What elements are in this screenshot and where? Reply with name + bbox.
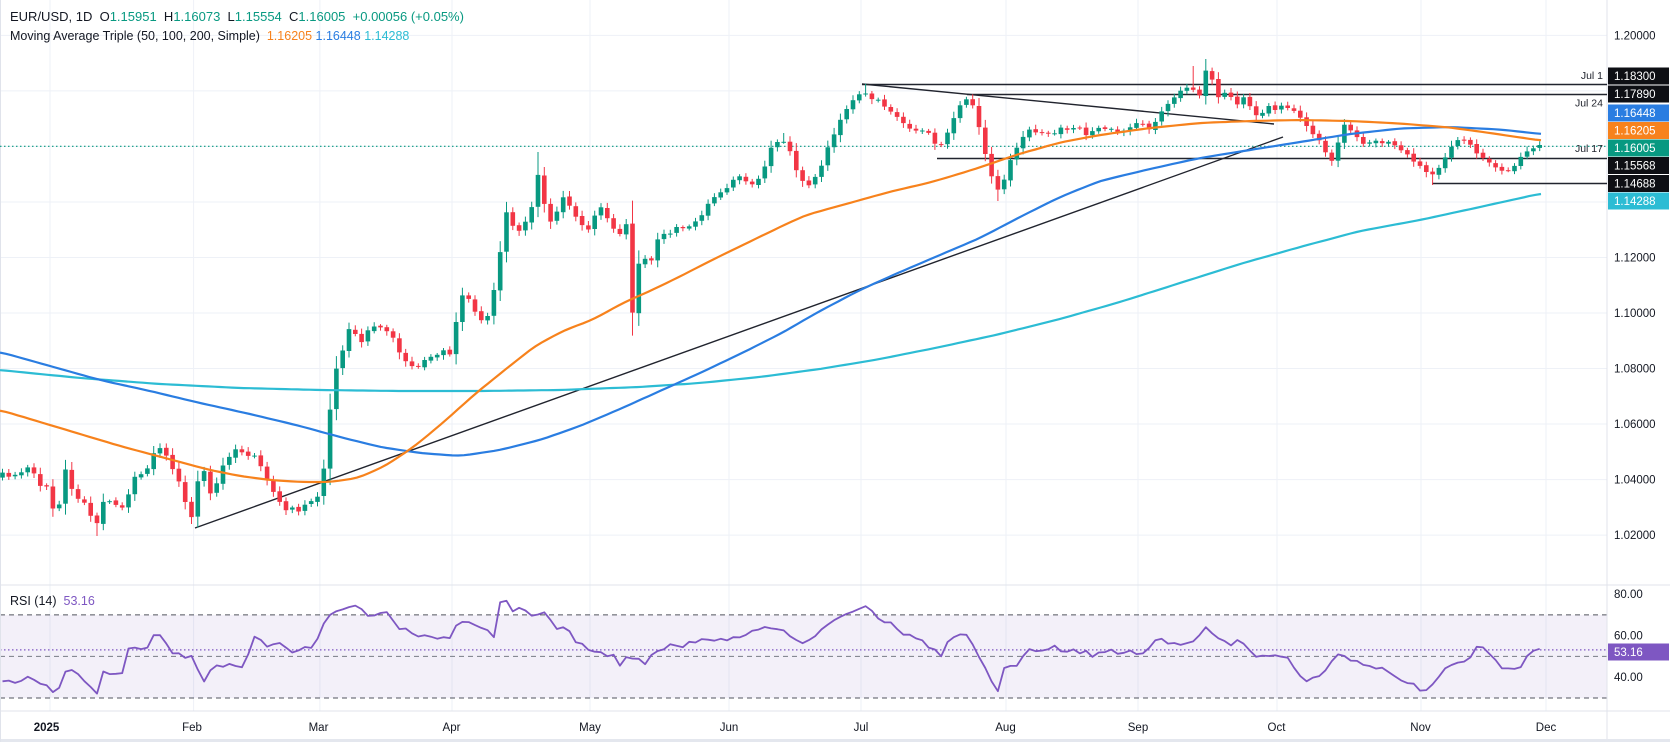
svg-text:Jun: Jun [720,722,739,734]
svg-text:1.04000: 1.04000 [1614,475,1656,487]
svg-text:Oct: Oct [1268,722,1287,734]
svg-text:1.16005: 1.16005 [1614,143,1656,155]
svg-text:1.14288: 1.14288 [1614,196,1656,208]
svg-text:1.08000: 1.08000 [1614,364,1656,376]
svg-text:1.20000: 1.20000 [1614,30,1656,42]
svg-text:1.06000: 1.06000 [1614,419,1656,431]
svg-text:Moving Average Triple (50, 100: Moving Average Triple (50, 100, 200, Sim… [10,29,409,43]
svg-text:53.16: 53.16 [1614,647,1643,659]
svg-text:Jul: Jul [854,722,869,734]
svg-text:Sep: Sep [1128,722,1148,734]
svg-text:EUR/USD, 1D O1.15951 H1.1607: EUR/USD, 1D O1.15951 H1.16073 L1.15554 C… [10,9,464,24]
svg-text:1.02000: 1.02000 [1614,530,1656,542]
svg-text:60.00: 60.00 [1614,631,1643,643]
svg-text:1.16205: 1.16205 [1614,126,1656,138]
svg-text:Jul 17: Jul 17 [1575,143,1603,155]
svg-text:Jul 1: Jul 1 [1581,70,1603,82]
svg-text:1.12000: 1.12000 [1614,252,1656,264]
svg-text:Feb: Feb [182,722,202,734]
svg-text:Aug: Aug [995,722,1015,734]
svg-text:May: May [579,722,601,734]
svg-text:1.15568: 1.15568 [1614,161,1656,173]
svg-text:1.17890: 1.17890 [1614,89,1656,101]
svg-text:Nov: Nov [1410,722,1431,734]
svg-text:1.18300: 1.18300 [1614,71,1656,83]
svg-text:Apr: Apr [443,722,461,734]
svg-text:Jul 24: Jul 24 [1575,98,1603,110]
svg-text:40.00: 40.00 [1614,672,1643,684]
svg-text:1.10000: 1.10000 [1614,308,1656,320]
svg-text:RSI (14) 53.16: RSI (14) 53.16 [10,594,95,608]
svg-text:80.00: 80.00 [1614,589,1643,601]
svg-text:2025: 2025 [34,722,60,734]
svg-text:Dec: Dec [1536,722,1557,734]
svg-text:1.16448: 1.16448 [1614,108,1656,120]
svg-text:1.14688: 1.14688 [1614,179,1656,191]
svg-text:Mar: Mar [309,722,329,734]
